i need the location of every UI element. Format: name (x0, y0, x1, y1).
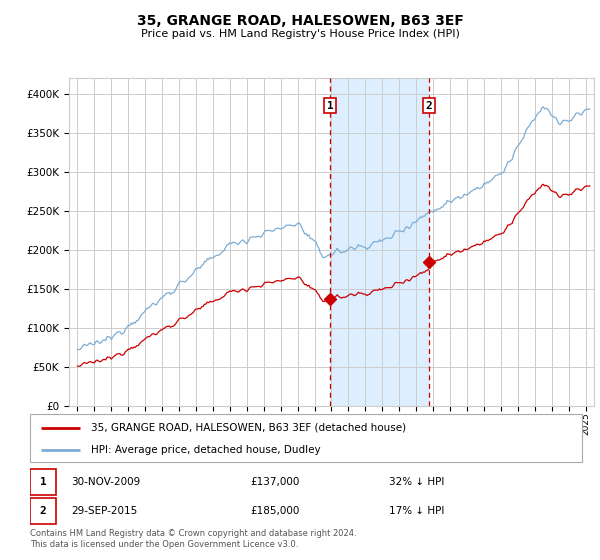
FancyBboxPatch shape (30, 498, 56, 524)
Text: 35, GRANGE ROAD, HALESOWEN, B63 3EF (detached house): 35, GRANGE ROAD, HALESOWEN, B63 3EF (det… (91, 423, 406, 433)
Text: 30-NOV-2009: 30-NOV-2009 (71, 477, 140, 487)
Text: £185,000: £185,000 (251, 506, 300, 516)
Text: 1: 1 (327, 101, 334, 111)
Text: 17% ↓ HPI: 17% ↓ HPI (389, 506, 444, 516)
Text: 35, GRANGE ROAD, HALESOWEN, B63 3EF: 35, GRANGE ROAD, HALESOWEN, B63 3EF (137, 14, 463, 28)
Bar (330, 78, 429, 406)
FancyBboxPatch shape (30, 469, 56, 494)
Text: Price paid vs. HM Land Registry's House Price Index (HPI): Price paid vs. HM Land Registry's House … (140, 29, 460, 39)
Text: 2: 2 (40, 506, 47, 516)
Text: 1: 1 (40, 477, 47, 487)
Text: Contains HM Land Registry data © Crown copyright and database right 2024.
This d: Contains HM Land Registry data © Crown c… (30, 529, 356, 549)
Text: £137,000: £137,000 (251, 477, 300, 487)
Text: 2: 2 (425, 101, 432, 111)
Text: 32% ↓ HPI: 32% ↓ HPI (389, 477, 444, 487)
FancyBboxPatch shape (30, 414, 582, 462)
Text: HPI: Average price, detached house, Dudley: HPI: Average price, detached house, Dudl… (91, 445, 320, 455)
Text: 29-SEP-2015: 29-SEP-2015 (71, 506, 137, 516)
